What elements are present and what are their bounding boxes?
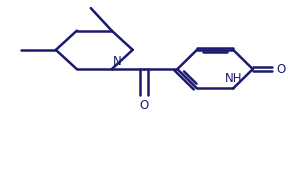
Text: N: N (113, 55, 122, 68)
Text: NH: NH (224, 72, 242, 85)
Text: O: O (276, 63, 286, 76)
Text: O: O (139, 99, 149, 112)
